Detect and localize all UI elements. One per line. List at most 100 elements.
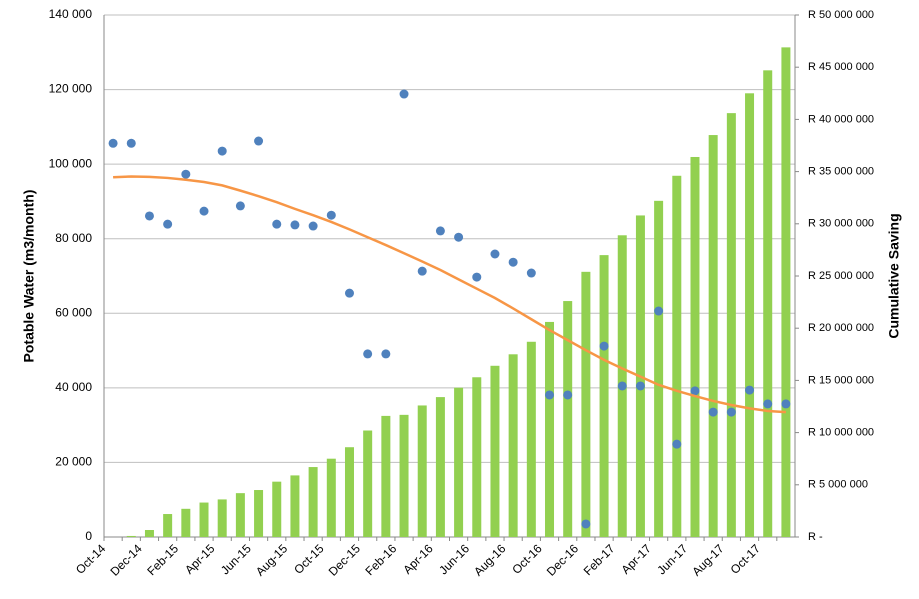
y2-tick-label: R 20 000 000	[808, 322, 874, 334]
y-tick-label: 140 000	[49, 7, 93, 21]
point	[381, 349, 391, 359]
point	[581, 519, 591, 529]
point	[490, 249, 500, 259]
point	[163, 219, 173, 229]
point	[654, 306, 664, 316]
bar	[763, 70, 773, 537]
y-axis-title: Potable Water (m3/month)	[21, 190, 37, 363]
y-tick-label: 80 000	[55, 231, 92, 245]
x-tick-label: Aug-15	[253, 541, 290, 578]
bar	[526, 341, 536, 537]
bar	[363, 430, 373, 537]
bar	[126, 535, 136, 537]
x-tick-label: Oct-15	[291, 541, 327, 577]
y2-tick-label: R 15 000 000	[808, 374, 874, 386]
point	[290, 220, 300, 230]
point	[690, 386, 700, 396]
bar	[563, 301, 573, 537]
bar	[672, 175, 682, 537]
point	[363, 349, 373, 359]
bar	[163, 514, 173, 537]
x-tick-label: Dec-14	[107, 541, 144, 578]
bar	[326, 458, 336, 537]
bar	[235, 493, 245, 537]
x-tick-label: Jun-15	[218, 541, 254, 577]
y-tick-label: 40 000	[55, 380, 92, 394]
bar	[545, 321, 555, 537]
bar	[272, 481, 282, 537]
point	[708, 407, 718, 417]
bar	[417, 405, 427, 537]
x-tick-label: Oct-17	[728, 541, 764, 577]
point	[454, 232, 464, 242]
point	[599, 341, 609, 351]
y2-tick-label: R 45 000 000	[808, 61, 874, 73]
y2-tick-label: R 5 000 000	[808, 479, 868, 491]
bar	[344, 447, 354, 537]
point	[181, 169, 191, 179]
x-tick-label: Feb-15	[144, 541, 181, 578]
point	[417, 266, 427, 276]
point	[563, 390, 573, 400]
x-tick-label: Feb-17	[581, 541, 618, 578]
point	[545, 390, 555, 400]
point	[326, 210, 336, 220]
trend-line	[113, 175, 786, 414]
bar	[454, 387, 464, 537]
bar	[726, 113, 736, 538]
x-tick-label: Feb-16	[363, 541, 400, 578]
y2-tick-label: R -	[808, 531, 823, 543]
point	[726, 407, 736, 417]
bar	[254, 490, 264, 537]
y-tick-label: 100 000	[49, 156, 93, 170]
x-tick-label: Dec-15	[326, 541, 363, 578]
y2-tick-label: R 50 000 000	[808, 9, 874, 21]
point	[144, 211, 154, 221]
x-tick-label: Oct-14	[73, 541, 109, 577]
point	[199, 206, 209, 216]
y-tick-label: 20 000	[55, 455, 92, 469]
point	[272, 219, 282, 229]
x-tick-label: Apr-16	[400, 541, 436, 577]
x-tick-label: Apr-17	[619, 541, 655, 577]
bar	[654, 200, 664, 537]
point	[672, 439, 682, 449]
point	[781, 399, 791, 409]
point	[308, 221, 318, 231]
bar	[435, 397, 445, 537]
bar	[308, 467, 318, 537]
point	[217, 146, 227, 156]
point	[435, 226, 445, 236]
bar	[599, 255, 609, 537]
bar	[381, 415, 391, 537]
point	[254, 136, 264, 146]
bar	[745, 93, 755, 538]
point	[745, 385, 755, 395]
bar	[781, 47, 791, 537]
x-tick-label: Oct-16	[509, 541, 545, 577]
bar	[690, 156, 700, 537]
x-tick-label: Aug-16	[471, 541, 508, 578]
point	[126, 138, 136, 148]
y2-tick-label: R 40 000 000	[808, 113, 874, 125]
bar	[581, 271, 591, 537]
bar	[144, 530, 154, 537]
bar	[217, 499, 227, 537]
y-tick-label: 120 000	[49, 82, 93, 96]
y2-tick-label: R 10 000 000	[808, 427, 874, 439]
x-tick-label: Aug-17	[689, 541, 726, 578]
bar	[708, 135, 718, 537]
point	[635, 381, 645, 391]
y2-tick-label: R 30 000 000	[808, 218, 874, 230]
point	[472, 272, 482, 282]
y-tick-label: 0	[85, 529, 92, 543]
y2-tick-label: R 25 000 000	[808, 270, 874, 282]
point	[617, 381, 627, 391]
y2-axis-title: Cumulative Saving	[886, 213, 902, 338]
y2-tick-label: R 35 000 000	[808, 166, 874, 178]
point	[235, 201, 245, 211]
x-tick-label: Dec-16	[544, 541, 581, 578]
point	[399, 89, 409, 99]
bar	[490, 365, 500, 537]
